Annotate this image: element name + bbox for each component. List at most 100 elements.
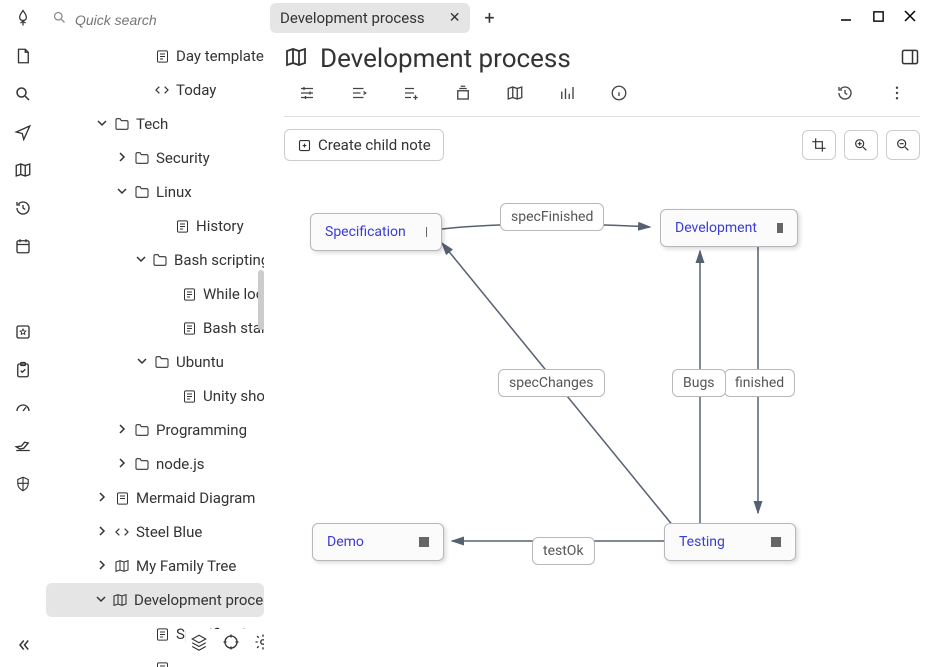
create-child-note-button[interactable]: Create child note xyxy=(284,129,444,161)
search-input[interactable] xyxy=(75,12,258,28)
node-handle-icon[interactable] xyxy=(777,223,783,233)
tab-add-icon[interactable]: + xyxy=(478,8,500,29)
tree-footer-icons xyxy=(186,629,264,659)
folder-icon xyxy=(134,456,150,472)
calendar-icon[interactable] xyxy=(13,236,33,256)
tree-item[interactable]: Mermaid Diagram xyxy=(46,481,264,515)
gauge-icon[interactable] xyxy=(13,398,33,418)
chevron-icon[interactable] xyxy=(116,186,128,199)
tree-item[interactable]: Bash startup modes xyxy=(46,311,264,345)
note-icon xyxy=(182,286,197,302)
note-icon xyxy=(174,218,190,234)
send-icon[interactable] xyxy=(13,122,33,142)
tree-item[interactable]: History xyxy=(46,209,264,243)
search-icon[interactable] xyxy=(13,84,33,104)
chevron-icon[interactable] xyxy=(116,458,128,471)
map-icon xyxy=(114,558,130,574)
layers-icon[interactable] xyxy=(190,633,208,655)
crop-icon[interactable] xyxy=(802,130,836,160)
bookmark-icon[interactable] xyxy=(13,322,33,342)
node-handle-icon[interactable] xyxy=(419,537,429,547)
window-minimize-icon[interactable] xyxy=(830,9,862,27)
history-small-icon[interactable] xyxy=(836,84,854,106)
tree-item[interactable]: Ubuntu xyxy=(46,345,264,379)
tree-item-label: Mermaid Diagram xyxy=(136,489,255,507)
chevron-icon[interactable] xyxy=(116,424,128,437)
chevron-icon[interactable] xyxy=(136,356,148,369)
node-handle-icon[interactable] xyxy=(426,227,427,237)
tree-item-label: Day template xyxy=(176,47,264,65)
new-note-icon[interactable] xyxy=(13,46,33,66)
map-icon[interactable] xyxy=(13,160,33,180)
tree-item[interactable]: My Family Tree xyxy=(46,549,264,583)
tree-item-label: Ubuntu xyxy=(176,353,224,371)
diagram-node[interactable]: Demo xyxy=(312,523,444,561)
collapse-icon[interactable] xyxy=(13,635,33,655)
app-logo-icon[interactable] xyxy=(13,8,33,28)
tree-item[interactable]: Day template xyxy=(46,39,264,73)
tune-icon[interactable] xyxy=(298,84,316,106)
sidebar: Day template Today Tech SecurityLinuxHistor… xyxy=(46,0,264,667)
zoom-out-icon[interactable] xyxy=(886,130,920,160)
map-icon xyxy=(112,592,128,608)
node-handle-icon[interactable] xyxy=(771,537,781,547)
note-icon xyxy=(182,320,197,336)
tree-item[interactable]: Unity shortcuts xyxy=(46,379,264,413)
tree-item[interactable]: Development process xyxy=(46,583,264,617)
diagram-canvas[interactable]: specFinishedfinishedBugsspecChangestestO… xyxy=(270,173,934,667)
tree-item-label: Tech xyxy=(136,115,168,133)
window-maximize-icon[interactable] xyxy=(862,9,894,27)
node-label: Testing xyxy=(679,534,725,550)
tree-item-label: Development process xyxy=(134,591,264,609)
tree-item[interactable]: Linux xyxy=(46,175,264,209)
split-panel-icon[interactable] xyxy=(900,47,920,71)
target-icon[interactable] xyxy=(222,633,240,655)
diagram-node[interactable]: Specification xyxy=(310,213,442,251)
chevron-icon[interactable] xyxy=(136,254,146,267)
note-icon xyxy=(154,626,170,642)
chevron-icon[interactable] xyxy=(96,526,108,539)
diagram-node[interactable]: Development xyxy=(660,209,798,247)
more-vertical-icon[interactable] xyxy=(888,84,906,106)
tree-item[interactable]: Steel Blue xyxy=(46,515,264,549)
chevron-icon[interactable] xyxy=(116,152,128,165)
window-close-icon[interactable] xyxy=(894,9,926,27)
tree-item[interactable]: While loop xyxy=(46,277,264,311)
history-icon[interactable] xyxy=(13,198,33,218)
folder-icon xyxy=(114,116,130,132)
tree-item-label: Programming xyxy=(156,421,247,439)
info-icon[interactable] xyxy=(610,84,628,106)
chevron-icon[interactable] xyxy=(96,492,108,505)
scrollbar-thumb[interactable] xyxy=(258,270,264,330)
tree-item[interactable]: Tech xyxy=(46,107,264,141)
tab-close-icon[interactable]: ✕ xyxy=(449,10,461,26)
tree-item-label: Steel Blue xyxy=(136,523,202,541)
tree-item[interactable]: node.js xyxy=(46,447,264,481)
zoom-in-icon[interactable] xyxy=(844,130,878,160)
title-map-icon xyxy=(284,45,308,73)
tree-item[interactable]: Today xyxy=(46,73,264,107)
search-small-icon xyxy=(52,10,67,29)
gear-icon[interactable] xyxy=(254,633,264,655)
takeoff-icon[interactable] xyxy=(13,436,33,456)
bars-icon[interactable] xyxy=(558,84,576,106)
diagram-node[interactable]: Testing xyxy=(664,523,796,561)
tab-title: Development process xyxy=(280,9,425,27)
chevron-icon[interactable] xyxy=(96,594,106,607)
edge-label: specChanges xyxy=(498,369,605,397)
tree-item[interactable]: Bash scripting xyxy=(46,243,264,277)
align-left-icon[interactable] xyxy=(350,84,368,106)
node-label: Specification xyxy=(325,224,406,240)
edge-label: testOk xyxy=(532,537,595,565)
map-small-icon[interactable] xyxy=(506,84,524,106)
tree-item[interactable]: Security xyxy=(46,141,264,175)
tree-item-label: Unity shortcuts xyxy=(203,387,264,405)
tab-active[interactable]: Development process ✕ xyxy=(270,3,470,33)
stack-icon[interactable] xyxy=(454,84,472,106)
clipboard-icon[interactable] xyxy=(13,360,33,380)
tree-item[interactable]: Programming xyxy=(46,413,264,447)
chevron-icon[interactable] xyxy=(96,118,108,131)
list-add-icon[interactable] xyxy=(402,84,420,106)
chevron-icon[interactable] xyxy=(96,560,108,573)
shield-icon[interactable] xyxy=(13,474,33,494)
